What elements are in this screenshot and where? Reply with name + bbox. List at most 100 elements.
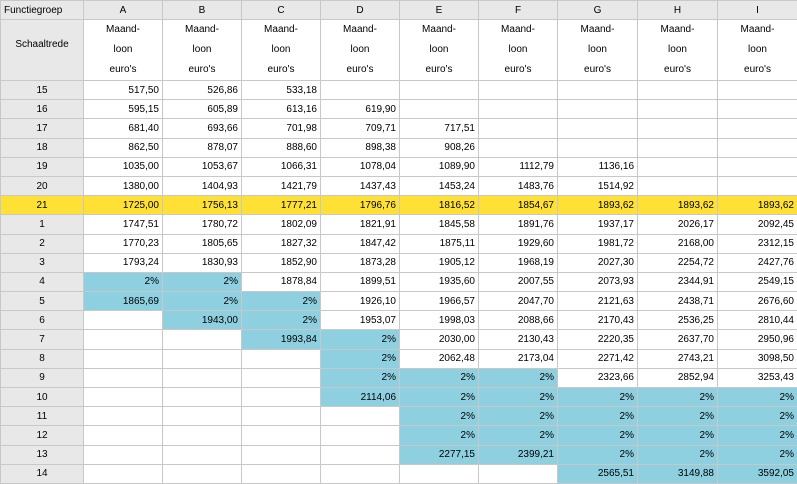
salary-cell[interactable]: 605,89 (163, 100, 242, 119)
salary-cell[interactable]: 1905,12 (400, 253, 479, 272)
salary-cell[interactable]: 2% (558, 445, 638, 464)
salary-cell[interactable] (163, 330, 242, 349)
salary-cell[interactable]: 2168,00 (638, 234, 718, 253)
salary-cell[interactable]: 2114,06 (321, 388, 400, 407)
salary-cell[interactable] (84, 368, 163, 387)
salary-cell[interactable]: 2743,21 (638, 349, 718, 368)
salary-cell[interactable]: 2% (163, 292, 242, 311)
salary-cell[interactable]: 1821,91 (321, 215, 400, 234)
salary-cell[interactable]: 1404,93 (163, 176, 242, 195)
salary-cell[interactable] (479, 138, 558, 157)
salary-cell[interactable] (718, 176, 797, 195)
salary-cell[interactable] (479, 100, 558, 119)
row-header[interactable]: 14 (1, 464, 84, 483)
salary-cell[interactable]: 1937,17 (558, 215, 638, 234)
salary-cell[interactable]: 1112,79 (479, 157, 558, 176)
salary-cell[interactable]: 2% (479, 426, 558, 445)
salary-cell[interactable]: 2% (558, 388, 638, 407)
salary-cell[interactable]: 1035,00 (84, 157, 163, 176)
salary-cell[interactable]: 1380,00 (84, 176, 163, 195)
salary-cell[interactable]: 1053,67 (163, 157, 242, 176)
salary-cell[interactable]: 1893,62 (638, 196, 718, 215)
salary-cell[interactable]: 1893,62 (718, 196, 797, 215)
salary-cell[interactable]: 1089,90 (400, 157, 479, 176)
salary-cell[interactable]: 681,40 (84, 119, 163, 138)
salary-cell[interactable]: 2030,00 (400, 330, 479, 349)
salary-cell[interactable] (558, 81, 638, 100)
salary-cell[interactable]: 1780,72 (163, 215, 242, 234)
salary-cell[interactable]: 2% (321, 349, 400, 368)
salary-cell[interactable]: 1802,09 (242, 215, 321, 234)
salary-cell[interactable]: 1816,52 (400, 196, 479, 215)
salary-cell[interactable] (638, 100, 718, 119)
salary-cell[interactable]: 2950,96 (718, 330, 797, 349)
salary-cell[interactable] (321, 445, 400, 464)
salary-cell[interactable] (718, 119, 797, 138)
salary-cell[interactable] (718, 138, 797, 157)
row-header[interactable]: 10 (1, 388, 84, 407)
salary-cell[interactable]: 1805,65 (163, 234, 242, 253)
salary-cell[interactable] (242, 464, 321, 483)
salary-cell[interactable] (400, 81, 479, 100)
salary-cell[interactable]: 1891,76 (479, 215, 558, 234)
salary-cell[interactable] (163, 349, 242, 368)
row-header[interactable]: 2 (1, 234, 84, 253)
salary-cell[interactable] (84, 445, 163, 464)
salary-cell[interactable] (400, 100, 479, 119)
salary-cell[interactable] (638, 81, 718, 100)
salary-cell[interactable]: 2% (638, 426, 718, 445)
column-header-d[interactable]: D (321, 1, 400, 20)
salary-cell[interactable]: 2% (718, 445, 797, 464)
salary-cell[interactable]: 2852,94 (638, 368, 718, 387)
salary-cell[interactable]: 1066,31 (242, 157, 321, 176)
salary-cell[interactable] (84, 330, 163, 349)
salary-cell[interactable]: 2170,43 (558, 311, 638, 330)
salary-cell[interactable]: 2130,43 (479, 330, 558, 349)
row-header[interactable]: 20 (1, 176, 84, 195)
salary-cell[interactable] (558, 100, 638, 119)
salary-cell[interactable]: 2026,17 (638, 215, 718, 234)
row-header[interactable]: 16 (1, 100, 84, 119)
salary-cell[interactable] (638, 119, 718, 138)
salary-cell[interactable]: 2% (400, 407, 479, 426)
salary-cell[interactable]: 2% (479, 407, 558, 426)
row-header[interactable]: 3 (1, 253, 84, 272)
salary-cell[interactable]: 1845,58 (400, 215, 479, 234)
salary-cell[interactable]: 2% (400, 388, 479, 407)
salary-cell[interactable]: 2254,72 (638, 253, 718, 272)
salary-cell[interactable]: 2637,70 (638, 330, 718, 349)
salary-cell[interactable] (321, 426, 400, 445)
row-header[interactable]: 15 (1, 81, 84, 100)
column-header-c[interactable]: C (242, 1, 321, 20)
salary-cell[interactable]: 2% (718, 426, 797, 445)
salary-cell[interactable]: 1893,62 (558, 196, 638, 215)
salary-cell[interactable]: 2047,70 (479, 292, 558, 311)
salary-cell[interactable]: 701,98 (242, 119, 321, 138)
salary-cell[interactable]: 1875,11 (400, 234, 479, 253)
row-header[interactable]: 1 (1, 215, 84, 234)
salary-cell[interactable]: 2% (718, 407, 797, 426)
salary-cell[interactable]: 2% (479, 368, 558, 387)
salary-cell[interactable] (718, 157, 797, 176)
salary-cell[interactable]: 2% (321, 368, 400, 387)
salary-cell[interactable]: 898,38 (321, 138, 400, 157)
row-header[interactable]: 18 (1, 138, 84, 157)
salary-cell[interactable]: 1078,04 (321, 157, 400, 176)
salary-cell[interactable] (638, 176, 718, 195)
salary-cell[interactable]: 2220,35 (558, 330, 638, 349)
row-header[interactable]: 13 (1, 445, 84, 464)
salary-cell[interactable] (84, 388, 163, 407)
salary-cell[interactable] (84, 349, 163, 368)
salary-cell[interactable]: 1966,57 (400, 292, 479, 311)
salary-cell[interactable]: 3098,50 (718, 349, 797, 368)
salary-cell[interactable]: 878,07 (163, 138, 242, 157)
salary-cell[interactable] (638, 157, 718, 176)
salary-cell[interactable]: 2% (718, 388, 797, 407)
row-header[interactable]: 12 (1, 426, 84, 445)
salary-cell[interactable] (718, 81, 797, 100)
